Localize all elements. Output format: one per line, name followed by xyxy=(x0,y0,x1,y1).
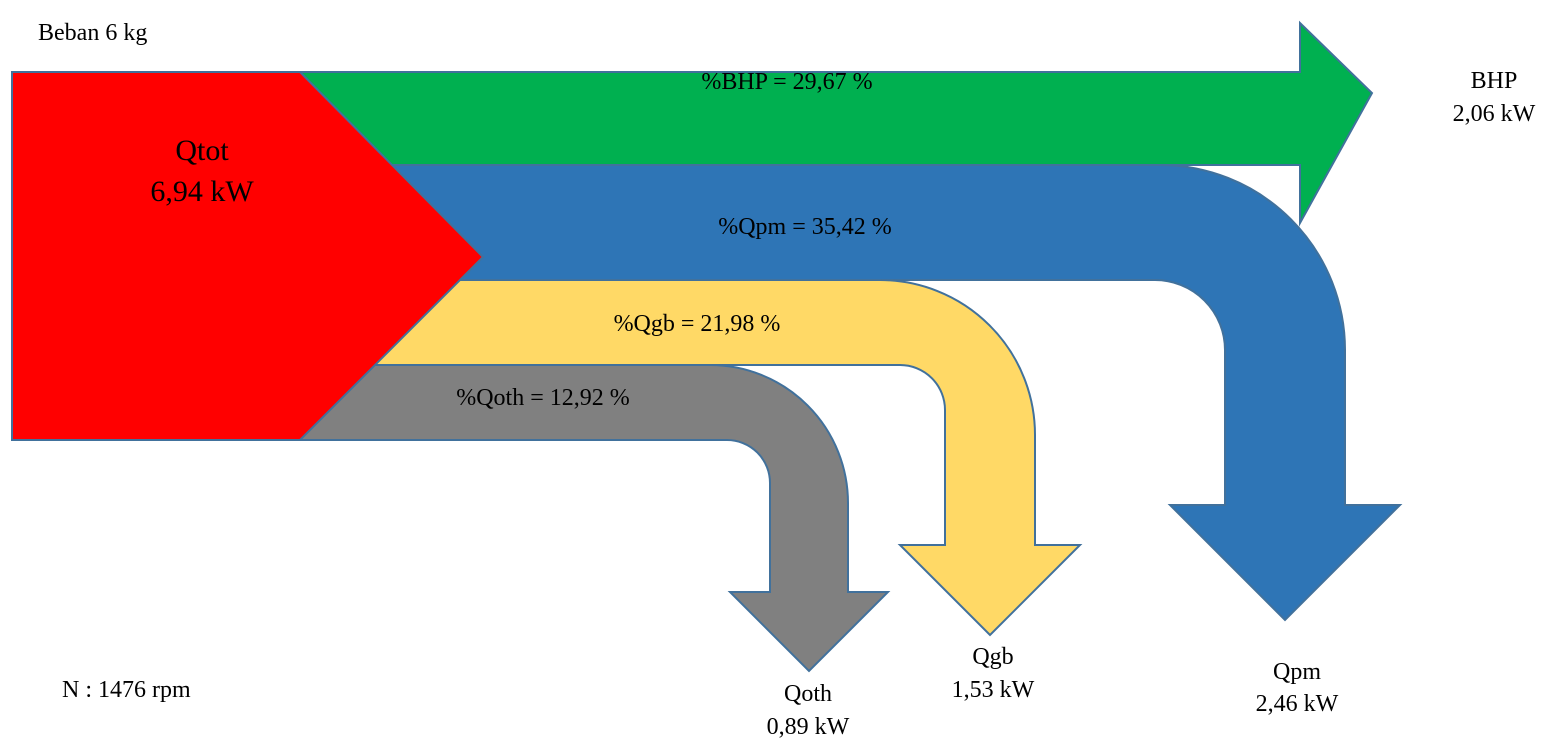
bhp-flow-arrow xyxy=(299,20,1374,227)
qpm-name: Qpm xyxy=(1273,659,1321,685)
qpm-percent-label: %Qpm = 35,42 % xyxy=(718,214,892,240)
qoth-flow-arrow xyxy=(299,364,891,673)
bhp-name: BHP xyxy=(1471,68,1518,94)
qoth-value: 0,89 kW xyxy=(767,714,850,740)
qgb-percent-label: %Qgb = 21,98 % xyxy=(614,311,781,337)
qoth-percent-label: %Qoth = 12,92 % xyxy=(456,385,630,411)
qgb-name: Qgb xyxy=(972,644,1013,670)
qgb-value: 1,53 kW xyxy=(952,677,1035,703)
qoth-name: Qoth xyxy=(784,681,832,707)
load-label: Beban 6 kg xyxy=(38,20,147,46)
qpm-flow-arrow xyxy=(299,164,1403,622)
speed-label: N : 1476 rpm xyxy=(62,677,191,703)
qtot-source-block xyxy=(11,71,485,441)
qpm-value: 2,46 kW xyxy=(1256,691,1339,717)
bhp-value: 2,06 kW xyxy=(1453,101,1536,127)
source-name: Qtot xyxy=(175,134,229,167)
source-value: 6,94 kW xyxy=(150,175,254,208)
bhp-percent-label: %BHP = 29,67 % xyxy=(701,69,872,95)
